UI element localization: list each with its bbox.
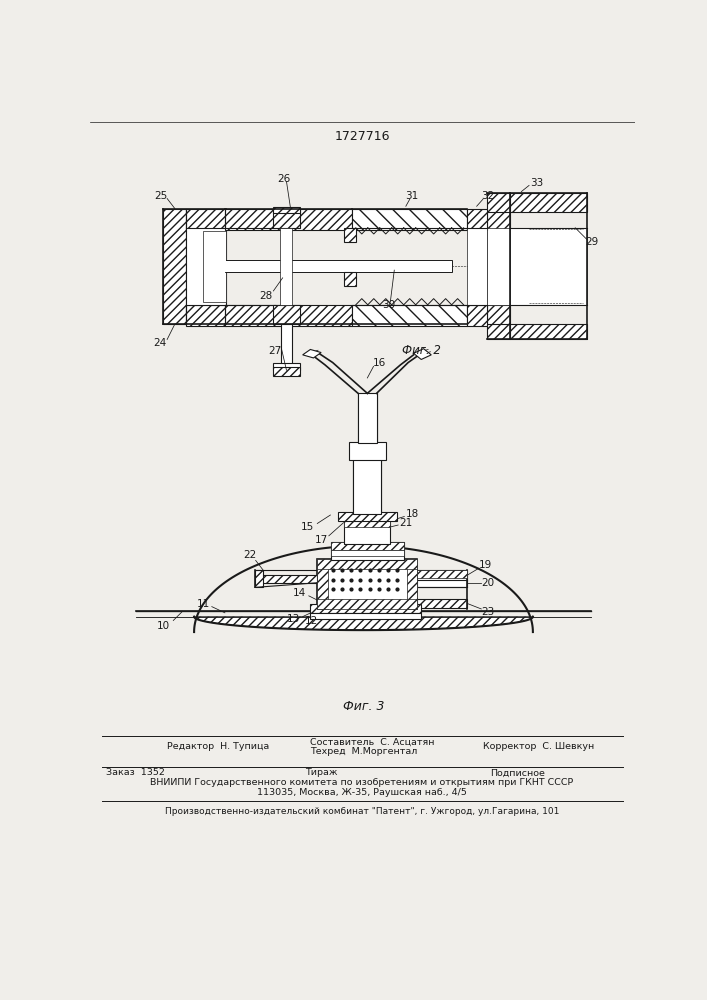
- Bar: [331, 542, 404, 550]
- Text: 28: 28: [259, 291, 272, 301]
- Bar: [331, 542, 404, 560]
- Bar: [338, 512, 397, 521]
- Bar: [310, 604, 421, 613]
- Bar: [344, 272, 356, 286]
- Bar: [354, 459, 381, 514]
- Text: 26: 26: [278, 174, 291, 184]
- Bar: [486, 209, 510, 230]
- Bar: [225, 209, 352, 230]
- Text: 1727716: 1727716: [334, 130, 390, 143]
- Text: 18: 18: [405, 509, 419, 519]
- Text: 29: 29: [585, 237, 599, 247]
- Bar: [331, 550, 404, 556]
- Bar: [417, 570, 467, 578]
- Bar: [486, 228, 510, 305]
- Text: 15: 15: [300, 522, 314, 532]
- Bar: [273, 207, 300, 213]
- Text: 25: 25: [154, 191, 168, 201]
- Text: Фиг. 2: Фиг. 2: [402, 344, 440, 358]
- Bar: [281, 324, 292, 374]
- Bar: [187, 305, 226, 326]
- Bar: [510, 324, 587, 339]
- Text: 113035, Москва, Ж-35, Раушская наб., 4/5: 113035, Москва, Ж-35, Раушская наб., 4/5: [257, 788, 467, 797]
- Text: 11: 11: [197, 599, 210, 609]
- Text: Подписное: Подписное: [491, 768, 545, 777]
- Text: 13: 13: [287, 614, 300, 624]
- Bar: [417, 599, 467, 608]
- Bar: [510, 228, 587, 305]
- Text: 22: 22: [244, 550, 257, 560]
- Text: 23: 23: [481, 607, 494, 617]
- Text: 31: 31: [405, 191, 419, 201]
- Text: Заказ  1352: Заказ 1352: [105, 768, 165, 777]
- Bar: [129, 370, 606, 721]
- Bar: [317, 559, 328, 609]
- Bar: [310, 613, 421, 619]
- Text: 30: 30: [382, 300, 395, 310]
- Bar: [317, 559, 417, 569]
- Text: Составитель  С. Асцатян: Составитель С. Асцатян: [310, 738, 434, 747]
- Bar: [417, 570, 467, 587]
- Bar: [187, 209, 226, 230]
- Bar: [407, 559, 417, 609]
- Bar: [317, 559, 417, 609]
- Text: 14: 14: [293, 588, 306, 598]
- Bar: [152, 193, 606, 366]
- Bar: [344, 520, 390, 544]
- Bar: [486, 324, 510, 339]
- Bar: [317, 599, 417, 609]
- Text: 33: 33: [530, 178, 544, 188]
- Text: 10: 10: [157, 621, 170, 631]
- Bar: [486, 193, 510, 212]
- Text: 17: 17: [315, 535, 328, 545]
- Bar: [510, 193, 587, 212]
- Text: Техред  М.Моргентал: Техред М.Моргентал: [310, 747, 417, 756]
- Bar: [209, 260, 226, 272]
- Text: Редактор  Н. Тупица: Редактор Н. Тупица: [167, 742, 269, 751]
- Bar: [344, 228, 356, 242]
- Bar: [486, 305, 510, 326]
- Polygon shape: [414, 349, 431, 359]
- Text: 27: 27: [269, 346, 281, 356]
- Text: 12: 12: [305, 615, 319, 626]
- Bar: [273, 363, 300, 370]
- Text: 21: 21: [399, 518, 412, 528]
- Bar: [467, 305, 486, 326]
- Text: 32: 32: [481, 191, 494, 201]
- Bar: [163, 209, 187, 324]
- Polygon shape: [194, 617, 533, 630]
- Bar: [225, 260, 452, 272]
- Bar: [281, 228, 292, 305]
- Bar: [255, 570, 262, 587]
- Text: Корректор  С. Шевкун: Корректор С. Шевкун: [483, 742, 594, 751]
- Text: 19: 19: [479, 560, 492, 570]
- Bar: [273, 305, 300, 324]
- Bar: [259, 575, 317, 583]
- Text: Производственно-издательский комбинат "Патент", г. Ужгород, ул.Гагарина, 101: Производственно-издательский комбинат "П…: [165, 807, 559, 816]
- Bar: [344, 520, 390, 527]
- Bar: [467, 209, 486, 230]
- Bar: [352, 209, 467, 230]
- Bar: [273, 367, 300, 376]
- Bar: [273, 209, 300, 228]
- Bar: [358, 393, 377, 443]
- Polygon shape: [303, 349, 321, 358]
- Bar: [225, 305, 352, 326]
- Text: Фиг. 3: Фиг. 3: [343, 700, 384, 713]
- Text: ВНИИПИ Государственного комитета по изобретениям и открытиям при ГКНТ СССР: ВНИИПИ Государственного комитета по изоб…: [151, 778, 573, 787]
- Text: Тираж: Тираж: [305, 768, 337, 777]
- Text: 24: 24: [153, 338, 166, 348]
- Bar: [204, 231, 226, 302]
- Bar: [467, 228, 486, 305]
- Bar: [349, 442, 386, 460]
- Bar: [352, 305, 467, 326]
- Text: 16: 16: [373, 358, 386, 368]
- Text: 20: 20: [481, 578, 494, 588]
- Bar: [187, 228, 226, 305]
